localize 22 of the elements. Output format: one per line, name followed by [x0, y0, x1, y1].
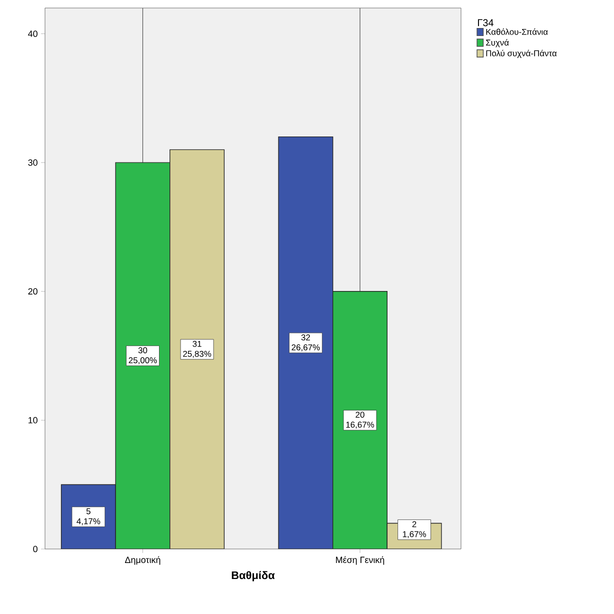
y-tick-label: 0 — [33, 546, 38, 552]
data-label: 20 16,67% — [346, 412, 374, 429]
legend-label: Πολύ συχνά-Πάντα — [486, 50, 557, 58]
legend-label: Συχνά — [486, 39, 509, 48]
y-tick-label: 40 — [28, 30, 38, 37]
y-tick-label: 10 — [28, 417, 38, 424]
x-tick-label: Δημοτική — [125, 556, 160, 565]
bar — [278, 136, 334, 549]
bar — [332, 291, 388, 549]
legend-label: Καθόλου-Σπάνια — [486, 28, 548, 35]
x-tick-label: Μέση Γενική — [336, 556, 384, 565]
data-label: 30 25,00% — [128, 347, 157, 364]
data-label: 32 26,67% — [292, 334, 320, 352]
data-label: 2 1,67% — [402, 521, 426, 538]
bar — [115, 162, 170, 549]
bar — [170, 149, 225, 549]
y-tick-label: 30 — [28, 159, 38, 166]
y-tick-label: 20 — [28, 288, 38, 295]
data-label: 31 25,83% — [183, 340, 212, 358]
data-label: 5 4,17% — [76, 508, 100, 526]
legend-title: Γ34 — [478, 19, 494, 26]
x-axis-title: Βαθμίδα — [232, 570, 275, 582]
